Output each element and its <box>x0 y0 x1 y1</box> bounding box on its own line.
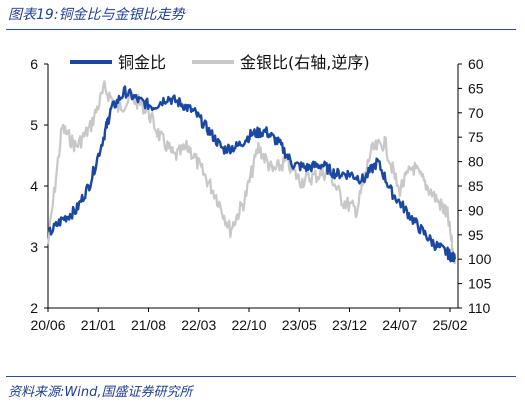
legend-label-gold-silver: 金银比(右轴,逆序) <box>240 53 370 72</box>
left-tick-label: 5 <box>30 117 38 133</box>
x-tick-label: 25/02 <box>432 317 467 333</box>
footer-divider <box>6 376 516 377</box>
gold-silver-ratio-line <box>46 80 456 265</box>
right-tick-label: 85 <box>468 178 484 194</box>
x-tick-label: 21/08 <box>131 317 166 333</box>
left-tick-label: 3 <box>30 239 38 255</box>
left-tick-label: 4 <box>30 178 38 194</box>
title-divider <box>6 29 516 30</box>
left-tick-label: 2 <box>30 300 38 316</box>
right-tick-label: 80 <box>468 154 484 170</box>
source-note: 资料来源:Wind,国盛证券研究所 <box>8 385 193 400</box>
x-tick-label: 21/01 <box>81 317 116 333</box>
right-tick-label: 100 <box>468 251 492 267</box>
right-tick-label: 110 <box>468 300 491 316</box>
right-tick-label: 90 <box>468 202 484 218</box>
left-tick-label: 6 <box>30 56 38 72</box>
right-tick-label: 60 <box>468 56 484 72</box>
right-tick-label: 95 <box>468 227 484 243</box>
chart-title: 图表19:铜金比与金银比走势 <box>8 7 185 23</box>
x-tick-label: 23/05 <box>282 317 317 333</box>
x-tick-label: 22/10 <box>231 317 266 333</box>
x-tick-label: 22/03 <box>181 317 216 333</box>
copper-gold-ratio-line <box>47 85 456 263</box>
x-tick-label: 24/07 <box>382 317 417 333</box>
x-tick-label: 23/12 <box>332 317 367 333</box>
right-tick-label: 70 <box>468 105 484 121</box>
right-tick-label: 65 <box>468 80 484 96</box>
x-tick-label: 20/06 <box>30 317 65 333</box>
legend-label-copper-gold: 铜金比 <box>118 53 166 72</box>
right-tick-label: 105 <box>468 276 492 292</box>
right-tick-label: 75 <box>468 129 484 145</box>
